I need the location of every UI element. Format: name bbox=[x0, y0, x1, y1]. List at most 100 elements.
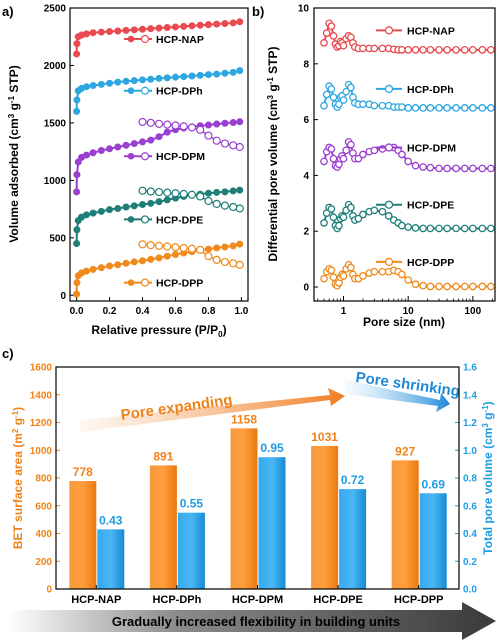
adsorption-point bbox=[106, 262, 114, 270]
adsorption-point bbox=[221, 20, 229, 28]
legend-label-dpp: HCP-DPP bbox=[407, 257, 454, 269]
adsorption-point bbox=[122, 141, 130, 149]
adsorption-point bbox=[130, 202, 138, 210]
adsorption-point bbox=[147, 255, 155, 263]
pore-distribution-point bbox=[487, 224, 495, 233]
bet-value-label: 1158 bbox=[231, 412, 257, 426]
right-axis-tick-label: 1.0 bbox=[463, 446, 477, 457]
adsorption-point bbox=[122, 259, 130, 267]
right-axis-tick-label: 0.2 bbox=[463, 557, 477, 568]
panel-a-ytick-label: 1500 bbox=[44, 118, 67, 129]
pore-distribution-point bbox=[460, 164, 469, 173]
right-axis-tick-label: 1.4 bbox=[463, 390, 477, 401]
pore-distribution-point bbox=[342, 87, 351, 96]
adsorption-point bbox=[73, 50, 81, 58]
pore-distribution-point bbox=[404, 157, 413, 166]
desorption-point bbox=[196, 192, 205, 201]
panel-a-ytick-label: 2500 bbox=[44, 4, 67, 15]
desorption-point bbox=[171, 243, 180, 252]
desorption-point bbox=[204, 131, 213, 140]
pore-distribution-point bbox=[460, 224, 469, 233]
pore-distribution-point bbox=[322, 29, 331, 37]
panel-b-ytick-label: 4 bbox=[303, 171, 309, 182]
pore-volume-bar bbox=[339, 489, 367, 589]
adsorption-point bbox=[139, 257, 147, 265]
pore-volume-bar bbox=[419, 493, 447, 589]
adsorption-point bbox=[139, 138, 147, 146]
adsorption-point bbox=[196, 71, 204, 79]
adsorption-point bbox=[163, 252, 171, 260]
pore-distribution-point bbox=[339, 272, 348, 280]
pore-distribution-point bbox=[398, 46, 406, 54]
legend-marker-dph bbox=[127, 87, 135, 95]
right-axis-tick-label: 0.6 bbox=[463, 501, 477, 512]
adsorption-point bbox=[196, 21, 204, 29]
adsorption-point bbox=[204, 245, 212, 253]
desorption-point bbox=[154, 187, 164, 197]
adsorption-point bbox=[229, 187, 237, 195]
adsorption-point bbox=[221, 119, 229, 127]
adsorption-point bbox=[139, 76, 147, 84]
category-label: HCP-DPE bbox=[313, 594, 363, 606]
desorption-point bbox=[179, 122, 188, 131]
adsorption-point bbox=[122, 203, 130, 211]
pore-distribution-point bbox=[411, 224, 420, 232]
desorption-point bbox=[229, 141, 238, 150]
pore-distribution-point bbox=[329, 93, 338, 102]
desorption-point bbox=[171, 189, 180, 198]
adsorption-point bbox=[73, 107, 81, 115]
panel-b-xtick-label: 1 bbox=[341, 306, 347, 317]
pore-distribution-point bbox=[419, 224, 427, 233]
legend-label-dpm: HCP-DPM bbox=[156, 151, 205, 163]
legend-marker-dpm bbox=[384, 143, 394, 152]
pore-volume-bar bbox=[97, 529, 125, 589]
adsorption-point bbox=[236, 186, 244, 194]
desorption-point bbox=[163, 120, 172, 129]
panel-a-ticks: 0.0 0.2 0.4 0.6 0.8 1.0 0 500 1000 1500 2000 2500 bbox=[44, 4, 249, 318]
pore-distribution-point bbox=[426, 224, 435, 233]
desorption-point bbox=[220, 139, 230, 148]
adsorption-point bbox=[163, 74, 171, 82]
pore-distribution-point bbox=[370, 206, 379, 215]
left-axis-tick-label: 1200 bbox=[30, 418, 53, 429]
pore-distribution-point bbox=[370, 146, 379, 155]
desorption-point bbox=[146, 187, 155, 196]
adsorption-point bbox=[229, 242, 237, 250]
panel-a-label: a) bbox=[2, 4, 14, 19]
left-axis-tick-label: 1600 bbox=[30, 363, 53, 374]
legend-marker-nap bbox=[127, 35, 135, 43]
bet-bar bbox=[311, 445, 339, 589]
adsorption-point bbox=[89, 82, 97, 90]
adsorption-point bbox=[114, 143, 122, 151]
pore-distribution-point bbox=[452, 282, 460, 291]
panel-b-xtick-label: 100 bbox=[465, 306, 482, 317]
desorption-point bbox=[229, 202, 238, 212]
legend-open-marker-dph bbox=[140, 86, 150, 95]
flexibility-arrow bbox=[8, 602, 496, 640]
adsorption-point bbox=[221, 69, 229, 77]
pore-distribution-point bbox=[359, 100, 367, 109]
panel-b-ytick-label: 10 bbox=[298, 4, 310, 15]
panel-c-ticks: 0 200 400 600 800 1000 1200 1400 1600 0.0 0.2 0.4 0.… bbox=[30, 363, 478, 596]
pore-distribution-point bbox=[426, 46, 435, 54]
adsorption-point bbox=[236, 18, 244, 26]
pore-distribution-point bbox=[320, 101, 328, 110]
adsorption-point bbox=[114, 205, 122, 213]
adsorption-point bbox=[130, 140, 138, 148]
adsorption-point bbox=[147, 136, 155, 144]
adsorption-point bbox=[236, 118, 244, 126]
panel-c-bars: 778 0.43 HCP-NAP 891 0.55 HCP-DPh 1158 0.95 HCP-… bbox=[69, 412, 447, 606]
desorption-point bbox=[154, 119, 164, 128]
pore-distribution-point bbox=[426, 104, 435, 112]
panel-a-xtick-label: 0.4 bbox=[136, 306, 150, 317]
adsorption-point bbox=[89, 149, 97, 157]
desorption-point bbox=[220, 201, 230, 210]
pore-distribution-point bbox=[469, 282, 477, 291]
pore-distribution-point bbox=[469, 46, 477, 54]
bet-value-label: 778 bbox=[73, 465, 93, 479]
desorption-point bbox=[179, 189, 188, 199]
desorption-point bbox=[204, 252, 213, 261]
panel-b-legend: HCP-NAP HCP-DPh HCP-DPM HCP-DPE HCP-DPP bbox=[376, 25, 456, 269]
pore-distribution-point bbox=[404, 104, 413, 112]
